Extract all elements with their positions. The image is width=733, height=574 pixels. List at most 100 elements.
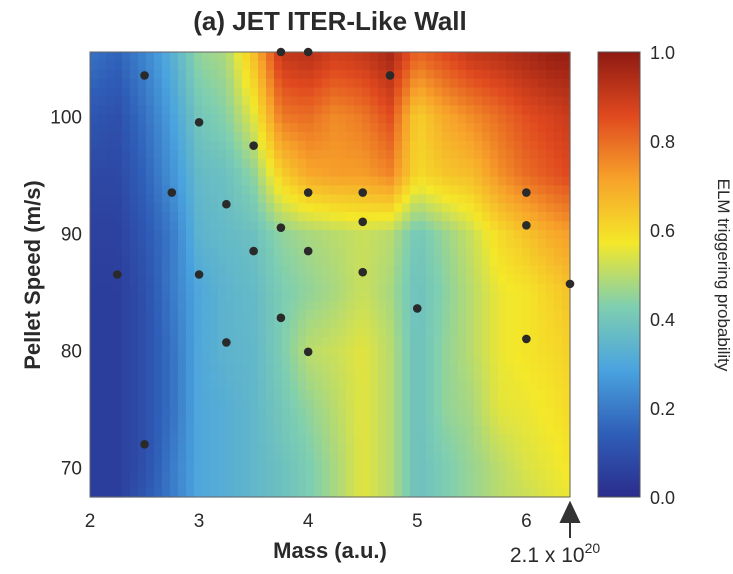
heatmap-cell: [370, 123, 379, 133]
heatmap-cell: [290, 69, 299, 80]
heatmap-cell: [434, 87, 443, 98]
heatmap-cell: [410, 443, 419, 454]
heatmap-cell: [426, 345, 435, 356]
heatmap-cell: [226, 470, 235, 480]
heatmap-cell: [426, 78, 435, 89]
heatmap-cell: [266, 114, 275, 124]
heatmap-cell: [354, 194, 363, 204]
heatmap-cell: [522, 292, 531, 302]
heatmap-cell: [330, 283, 339, 293]
heatmap-cell: [306, 399, 315, 409]
heatmap-cell: [186, 87, 195, 98]
heatmap-cell: [130, 461, 139, 471]
heatmap-cell: [122, 221, 131, 231]
heatmap-cell: [130, 78, 139, 89]
x-tick-label: 4: [303, 511, 314, 532]
heatmap-cell: [482, 452, 491, 462]
heatmap-cell: [138, 479, 147, 489]
heatmap-cell: [274, 354, 283, 365]
heatmap-cell: [266, 167, 275, 178]
heatmap-cell: [338, 158, 347, 169]
heatmap-cell: [114, 452, 123, 462]
heatmap-cell: [98, 114, 107, 124]
heatmap-cell: [90, 132, 99, 142]
heatmap-cell: [314, 167, 323, 178]
heatmap-cell: [186, 69, 195, 80]
heatmap-cell: [386, 319, 395, 329]
heatmap-cell: [298, 425, 307, 436]
heatmap-cell: [466, 434, 475, 445]
heatmap-cell: [266, 327, 275, 338]
heatmap-cell: [210, 194, 219, 204]
heatmap-cell: [522, 408, 531, 418]
heatmap-cell: [346, 78, 355, 89]
y-tick-label: 90: [61, 225, 82, 246]
heatmap-cell: [426, 310, 435, 320]
heatmap-cell: [130, 327, 139, 338]
heatmap-cell: [242, 69, 251, 80]
heatmap-cell: [338, 52, 347, 62]
heatmap-cell: [154, 336, 163, 347]
heatmap-cell: [506, 470, 515, 480]
heatmap-cell: [162, 203, 171, 213]
heatmap-cell: [90, 247, 99, 258]
heatmap-cell: [474, 283, 483, 293]
heatmap-cell: [426, 354, 435, 365]
heatmap-cell: [218, 310, 227, 320]
heatmap-cell: [298, 203, 307, 213]
heatmap-cell: [362, 230, 371, 240]
heatmap-cell: [522, 443, 531, 454]
heatmap-cell: [458, 345, 467, 356]
heatmap-cell: [498, 336, 507, 347]
heatmap-cell: [378, 265, 387, 276]
heatmap-cell: [362, 247, 371, 258]
heatmap-cell: [402, 149, 411, 160]
heatmap-cell: [234, 78, 243, 89]
heatmap-cell: [410, 132, 419, 142]
heatmap-cell: [298, 256, 307, 267]
heatmap-cell: [282, 354, 291, 365]
heatmap-cell: [498, 212, 507, 222]
heatmap-cell: [210, 452, 219, 462]
heatmap-cell: [250, 185, 259, 195]
heatmap-cell: [258, 167, 267, 178]
heatmap-cell: [442, 167, 451, 178]
heatmap-cell: [442, 87, 451, 98]
heatmap-cell: [90, 176, 99, 187]
heatmap-cell: [322, 52, 331, 62]
heatmap-cell: [282, 390, 291, 400]
heatmap-cell: [306, 203, 315, 213]
heatmap-cell: [474, 132, 483, 142]
heatmap-cell: [418, 149, 427, 160]
heatmap-cell: [418, 158, 427, 169]
heatmap-cell: [90, 230, 99, 240]
heatmap-cell: [290, 212, 299, 222]
heatmap-cell: [274, 203, 283, 213]
heatmap-cell: [194, 434, 203, 445]
heatmap-cell: [410, 265, 419, 276]
heatmap-cell: [530, 292, 539, 302]
heatmap-cell: [514, 434, 523, 445]
heatmap-cell: [154, 372, 163, 382]
heatmap-cell: [234, 167, 243, 178]
heatmap-cell: [314, 247, 323, 258]
heatmap-cell: [522, 327, 531, 338]
heatmap-cell: [402, 52, 411, 62]
heatmap-cell: [346, 461, 355, 471]
heatmap-cell: [170, 52, 179, 62]
heatmap-cell: [306, 114, 315, 124]
heatmap-cell: [90, 310, 99, 320]
heatmap-cell: [202, 176, 211, 187]
heatmap-cell: [250, 238, 259, 249]
heatmap-cell: [554, 434, 563, 445]
heatmap-cell: [162, 52, 171, 62]
heatmap-cell: [554, 336, 563, 347]
heatmap-cell: [162, 390, 171, 400]
heatmap-cell: [338, 149, 347, 160]
heatmap-cell: [234, 363, 243, 373]
heatmap-cell: [178, 212, 187, 222]
heatmap-cell: [314, 434, 323, 445]
heatmap-cell: [530, 265, 539, 276]
heatmap-cell: [338, 265, 347, 276]
heatmap-cell: [562, 470, 571, 480]
